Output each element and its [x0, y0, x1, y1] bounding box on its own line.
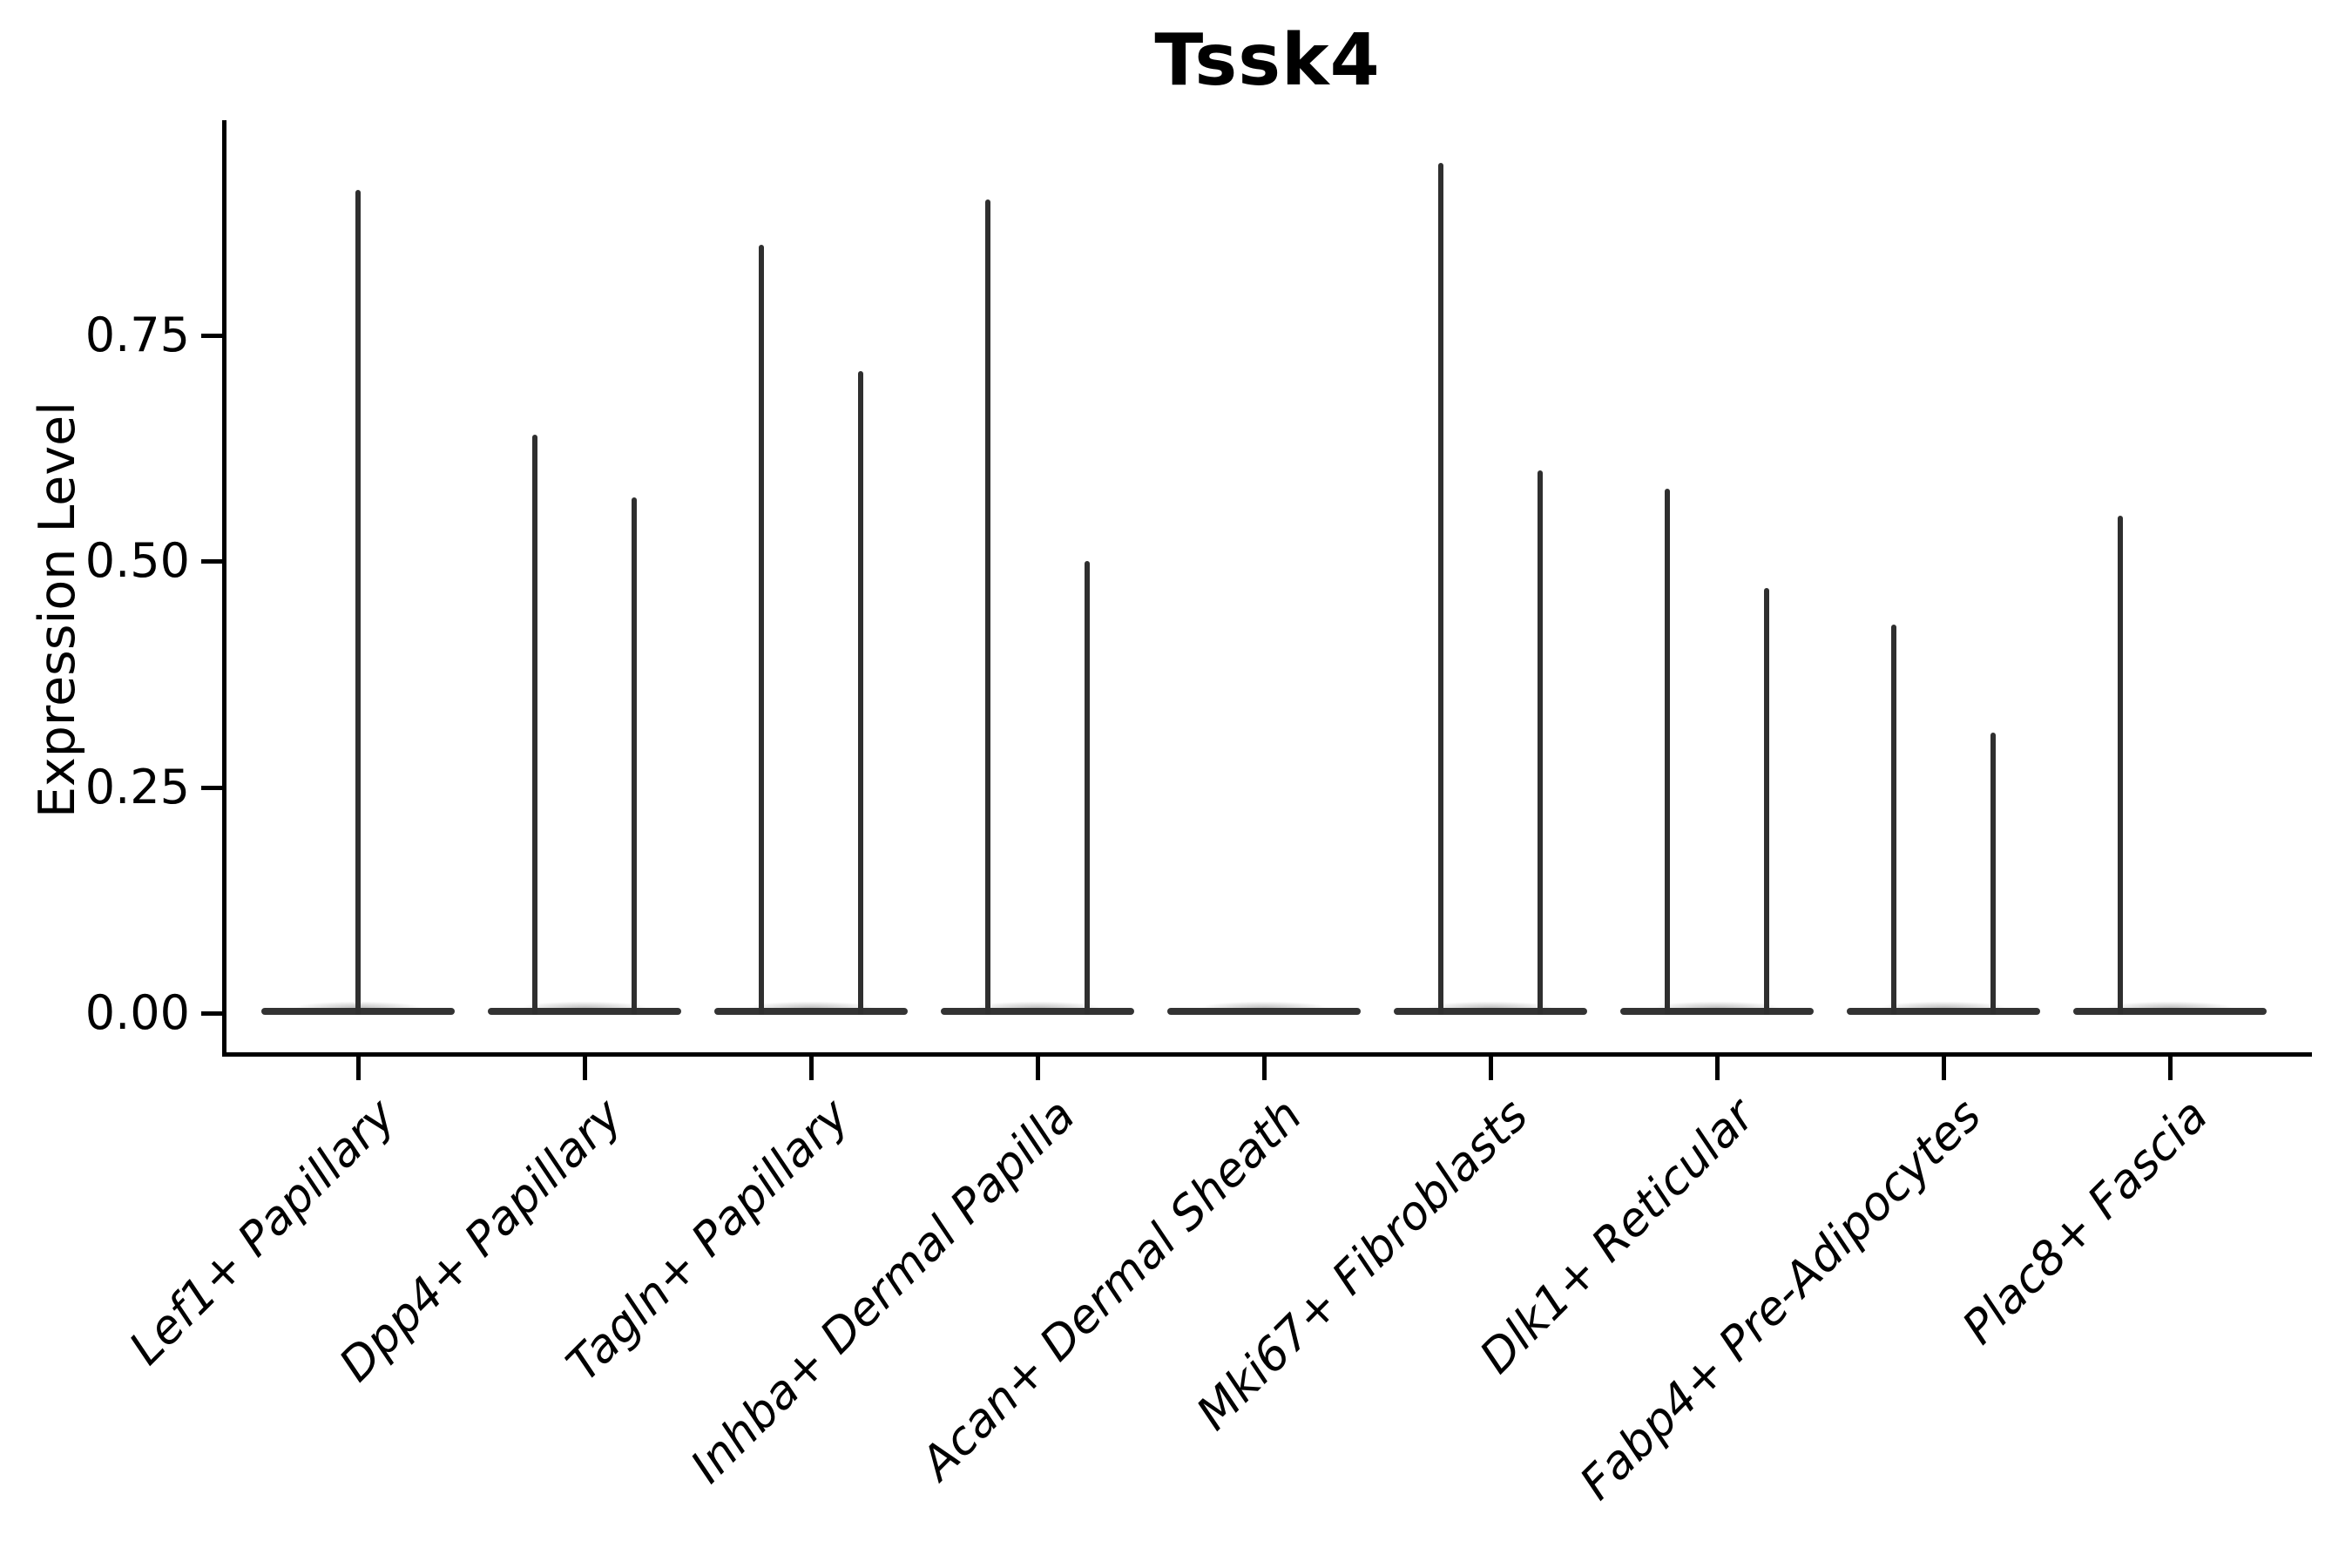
- y-tick-label: 0.75: [84, 308, 190, 362]
- y-tick: [201, 1011, 225, 1016]
- violin-spike: [759, 245, 764, 1015]
- violin-spike: [532, 435, 537, 1015]
- violin-body-halo: [498, 999, 671, 1008]
- violin-spike: [1085, 561, 1090, 1015]
- violin-baseline: [1620, 1008, 1814, 1015]
- x-tick: [1262, 1057, 1267, 1080]
- x-tick: [1489, 1057, 1493, 1080]
- x-tick: [356, 1057, 361, 1080]
- x-tick: [2168, 1057, 2173, 1080]
- x-tick: [809, 1057, 814, 1080]
- violin-baseline: [1847, 1008, 2040, 1015]
- violin-baseline: [941, 1008, 1134, 1015]
- violin-spike: [1891, 625, 1896, 1015]
- x-axis-line: [222, 1052, 2312, 1057]
- x-category-label: Inhba+ Dermal Papilla: [680, 1089, 1086, 1494]
- y-tick: [201, 334, 225, 338]
- y-tick-label: 0.00: [84, 985, 190, 1040]
- x-category-label: Fabp4+ Pre-Adipocytes: [1570, 1089, 1992, 1511]
- violin-spike: [1538, 470, 1543, 1015]
- violin-body-halo: [1178, 999, 1350, 1008]
- y-tick-label: 0.50: [84, 533, 190, 588]
- violin-body-halo: [951, 999, 1124, 1008]
- y-tick: [201, 559, 225, 564]
- x-tick: [1942, 1057, 1946, 1080]
- violin-spike: [1990, 733, 1996, 1015]
- violin-body-halo: [1631, 999, 1803, 1008]
- violin-spike: [985, 199, 990, 1015]
- violin-spike: [632, 497, 637, 1015]
- violin-baseline: [488, 1008, 681, 1015]
- y-axis-line: [222, 120, 226, 1057]
- violin-body-halo: [1857, 999, 2030, 1008]
- y-tick-label: 0.25: [84, 760, 190, 814]
- violin-baseline: [714, 1008, 908, 1015]
- x-tick: [1715, 1057, 1720, 1080]
- x-tick: [1036, 1057, 1040, 1080]
- violin-spike: [2118, 516, 2123, 1015]
- violin-spike: [858, 371, 863, 1015]
- chart-title: Tssk4: [1154, 19, 1381, 102]
- violin-baseline: [1394, 1008, 1587, 1015]
- x-category-label: Acan+ Dermal Sheath: [910, 1089, 1313, 1490]
- violin-spike: [1438, 163, 1443, 1015]
- y-tick: [201, 786, 225, 790]
- violin-body-halo: [725, 999, 897, 1008]
- x-category-label: Plac8+ Fascia: [1952, 1089, 2219, 1355]
- violin-spike: [1764, 588, 1769, 1015]
- violin-baseline: [2073, 1008, 2267, 1015]
- violin-baseline: [1167, 1008, 1361, 1015]
- y-axis-label: Expression Level: [29, 402, 86, 818]
- violin-spike: [355, 190, 361, 1015]
- violin-spike: [1665, 489, 1670, 1015]
- x-tick: [583, 1057, 587, 1080]
- violin-body-halo: [1404, 999, 1577, 1008]
- violin-body-halo: [2084, 999, 2256, 1008]
